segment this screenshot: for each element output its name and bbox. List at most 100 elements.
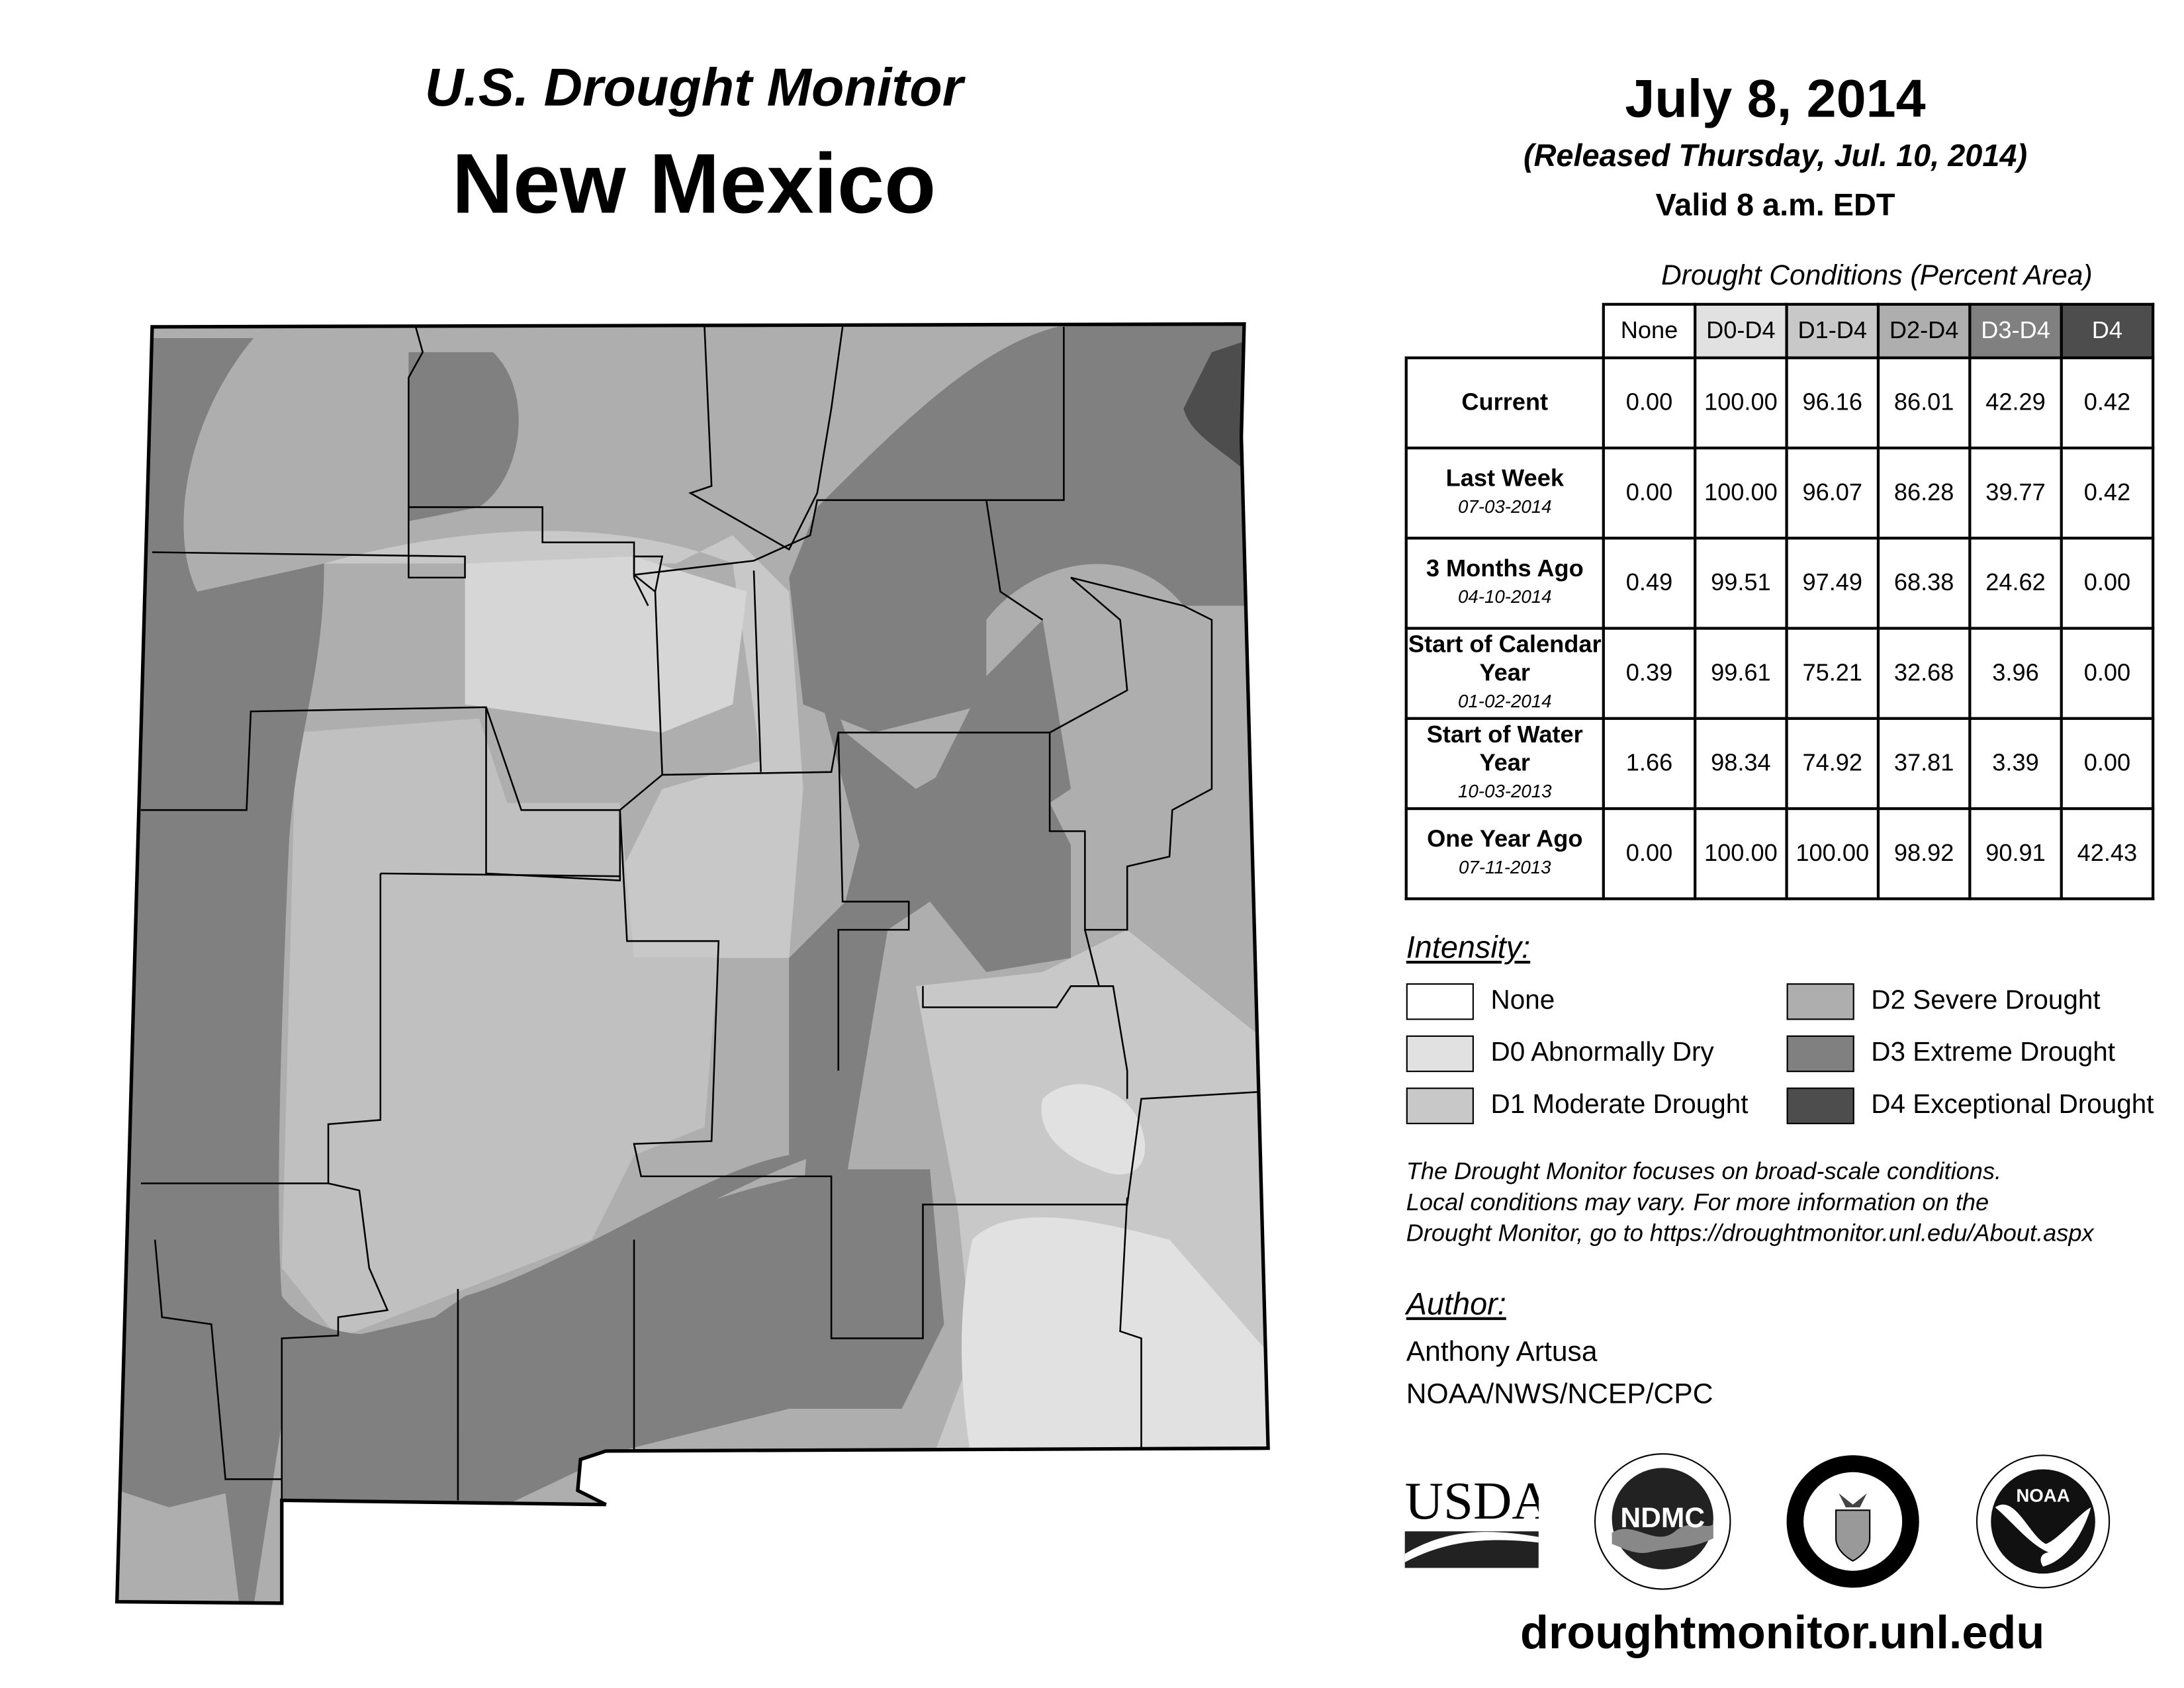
header-d2-d4: D2-D4 [1876, 302, 1972, 359]
state-title: New Mexico [451, 136, 936, 232]
value-cell: 1.66 [1602, 717, 1697, 811]
d0-southeast-patch [1041, 1084, 1146, 1175]
value-cell: 98.34 [1694, 717, 1788, 811]
value-cell: 0.42 [2060, 356, 2155, 450]
disclaimer-note: The Drought Monitor focuses on broad-sca… [1406, 1157, 2094, 1250]
legend-item-d0: D0 Abnormally Dry [1406, 1035, 1714, 1073]
value-cell: 99.61 [1694, 627, 1788, 720]
d0-north-area [465, 556, 747, 733]
legend-swatch [1786, 983, 1854, 1020]
legend-swatch [1786, 1087, 1854, 1124]
value-cell: 75.21 [1785, 627, 1880, 720]
d1-southwest-strip [116, 1479, 240, 1603]
usda-logo: USDA [1404, 1472, 1539, 1568]
value-cell: 100.00 [1694, 446, 1788, 540]
d3-central-area [789, 577, 1071, 1198]
note-line: Local conditions may vary. For more info… [1406, 1188, 1989, 1216]
legend-label: D0 Abnormally Dry [1490, 1038, 1714, 1068]
row-label-cell: Last Week 07-03-2014 [1404, 446, 1605, 540]
d3-west-band [116, 337, 1071, 1603]
author-heading: Author: [1406, 1286, 1506, 1322]
value-cell: 3.96 [1968, 627, 2063, 720]
value-cell: 0.39 [1602, 627, 1697, 720]
ndmc-logo: NDMC [1594, 1453, 1731, 1590]
legend-swatch [1406, 1087, 1474, 1124]
d1-north-area [324, 531, 803, 958]
value-cell: 0.00 [2060, 537, 2155, 630]
value-cell: 100.00 [1694, 807, 1788, 901]
note-line: Drought Monitor, go to https://droughtmo… [1406, 1220, 2094, 1247]
header-d1-d4: D1-D4 [1785, 302, 1880, 359]
website-link[interactable]: droughtmonitor.unl.edu [1520, 1606, 2045, 1658]
row-date: 10-03-2013 [1457, 780, 1552, 802]
new-mexico-drought-map [114, 322, 1270, 1605]
author-block: Anthony Artusa NOAA/NWS/NCEP/CPC [1406, 1331, 1713, 1416]
d0-southeast-area [962, 1217, 1269, 1466]
value-cell: 98.92 [1876, 807, 1972, 901]
value-cell: 32.68 [1876, 627, 1972, 720]
row-label-cell: Start of Calendar Year 01-02-2014 [1404, 627, 1605, 720]
value-cell: 97.49 [1785, 537, 1880, 630]
value-cell: 0.00 [1602, 807, 1697, 901]
value-cell: 100.00 [1785, 807, 1880, 901]
value-cell: 0.49 [1602, 537, 1697, 630]
legend-item-d1: D1 Moderate Drought [1406, 1087, 1748, 1124]
row-label: One Year Ago [1427, 825, 1583, 853]
valid-time: Valid 8 a.m. EDT [1655, 187, 1895, 223]
value-cell: 39.77 [1968, 446, 2063, 540]
value-cell: 42.29 [1968, 356, 2063, 450]
row-label: Start of Water Year [1426, 721, 1583, 777]
row-label: Current [1461, 388, 1549, 416]
value-cell: 3.39 [1968, 717, 2063, 811]
state-outline [114, 322, 1270, 1605]
table-row: Start of Water Year 10-03-2013 1.66 98.34 74… [1404, 717, 2155, 811]
legend-item-none: None [1406, 983, 1555, 1020]
legend-label: D4 Exceptional Drought [1871, 1090, 2154, 1120]
legend-swatch [1406, 983, 1474, 1020]
department-of-commerce-seal [1786, 1455, 1919, 1588]
value-cell: 0.00 [2060, 627, 2155, 720]
legend-swatch [1786, 1035, 1854, 1073]
d3-northwest-area [408, 352, 519, 521]
row-label-cell: 3 Months Ago 04-10-2014 [1404, 537, 1605, 630]
drought-conditions-table: None D0-D4 D1-D4 D2-D4 D3-D4 D4 Current 0… [1404, 302, 2155, 901]
value-cell: 86.01 [1876, 356, 1972, 450]
value-cell: 42.43 [2060, 807, 2155, 901]
row-date: 07-03-2014 [1457, 496, 1552, 517]
row-date: 01-02-2014 [1457, 690, 1552, 712]
legend-label: None [1490, 986, 1555, 1016]
author-org: NOAA/NWS/NCEP/CPC [1406, 1379, 1713, 1411]
table-row: Current 0.00 100.00 96.16 86.01 42.29 0.42 [1404, 356, 2155, 450]
table-header-row: None D0-D4 D1-D4 D2-D4 D3-D4 D4 [1406, 302, 2155, 359]
table-row: 3 Months Ago 04-10-2014 0.49 99.51 97.49 68.3… [1404, 537, 2155, 630]
usda-logo-text: USDA [1405, 1472, 1539, 1531]
legend-label: D3 Extreme Drought [1871, 1038, 2116, 1068]
d3-northeast-area [789, 324, 1254, 733]
value-cell: 0.42 [2060, 446, 2155, 540]
value-cell: 90.91 [1968, 807, 2063, 901]
monitor-title: U.S. Drought Monitor [424, 59, 964, 118]
table-row: Last Week 07-03-2014 0.00 100.00 96.07 86.28 3… [1404, 446, 2155, 540]
header-blank [1406, 304, 1605, 359]
row-label: 3 Months Ago [1426, 555, 1584, 582]
legend-swatch [1406, 1035, 1474, 1073]
value-cell: 100.00 [1694, 356, 1788, 450]
release-date: (Released Thursday, Jul. 10, 2014) [1524, 138, 2028, 173]
value-cell: 0.00 [1602, 356, 1697, 450]
row-label: Last Week [1445, 465, 1564, 492]
value-cell: 96.16 [1785, 356, 1880, 450]
table-row: One Year Ago 07-11-2013 0.00 100.00 100.00 98… [1404, 807, 2155, 901]
map-date: July 8, 2014 [1625, 70, 1926, 130]
header-d4: D4 [2060, 302, 2155, 359]
row-label: Start of Calendar Year [1408, 631, 1602, 686]
noaa-logo-text: NOAA [2016, 1486, 2070, 1506]
ndmc-logo-text: NDMC [1620, 1502, 1705, 1534]
row-label-cell: One Year Ago 07-11-2013 [1404, 807, 1605, 901]
author-name: Anthony Artusa [1406, 1337, 1598, 1368]
value-cell: 37.81 [1876, 717, 1972, 811]
legend-item-d3: D3 Extreme Drought [1786, 1035, 2116, 1073]
value-cell: 86.28 [1876, 446, 1972, 540]
legend-item-d2: D2 Severe Drought [1786, 983, 2101, 1020]
header-none: None [1602, 302, 1697, 359]
